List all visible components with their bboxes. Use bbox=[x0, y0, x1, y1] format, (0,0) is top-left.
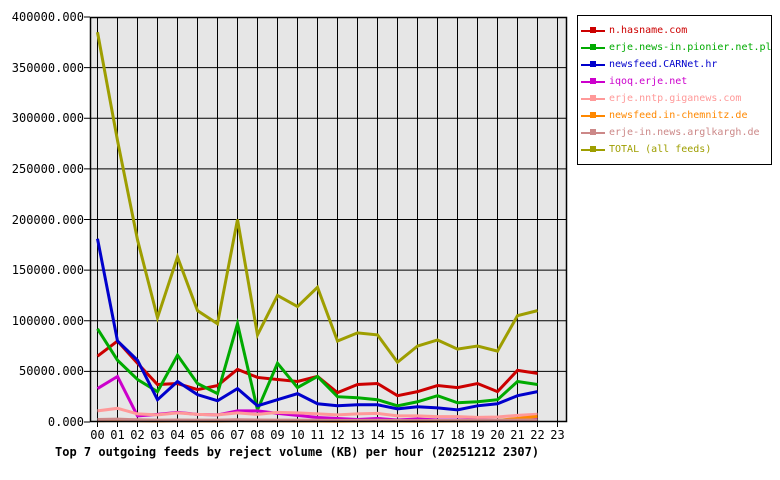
series-line-7 bbox=[96, 31, 538, 365]
legend-line-sample-icon bbox=[581, 73, 605, 90]
legend-point-marker-icon bbox=[590, 61, 596, 67]
x-axis-tick-label: 23 bbox=[550, 428, 565, 442]
x-axis-tick-label: 17 bbox=[430, 428, 445, 442]
gridlines bbox=[90, 17, 567, 422]
x-axis-tick-label: 05 bbox=[190, 428, 205, 442]
legend-line-sample-icon bbox=[581, 90, 605, 107]
x-axis-tick-label: 13 bbox=[350, 428, 365, 442]
x-axis-tick-label: 06 bbox=[210, 428, 225, 442]
series-line-2 bbox=[96, 238, 538, 412]
y-axis-tick-label: 350000.000 bbox=[11, 60, 84, 75]
legend-line-sample-icon bbox=[581, 107, 605, 124]
x-axis-tick-label: 12 bbox=[330, 428, 345, 442]
legend-item: erje-in.news.arglkargh.de bbox=[581, 124, 768, 141]
legend-label: newsfeed.in-chemnitz.de bbox=[609, 110, 748, 121]
legend-item: newsfeed.CARNet.hr bbox=[581, 56, 768, 73]
legend-item: newsfeed.in-chemnitz.de bbox=[581, 107, 768, 124]
axis-ticks bbox=[84, 16, 558, 427]
x-axis-tick-label: 19 bbox=[470, 428, 485, 442]
x-axis-tick-label: 11 bbox=[310, 428, 325, 442]
legend-line-sample-icon bbox=[581, 124, 605, 141]
plot-frame bbox=[89, 16, 568, 423]
x-axis-tick-label: 00 bbox=[90, 428, 105, 442]
y-axis-tick-label: 100000.000 bbox=[11, 313, 84, 328]
y-axis-tick-label: 250000.000 bbox=[11, 161, 84, 176]
x-axis-tick-label: 22 bbox=[530, 428, 545, 442]
series-line-1 bbox=[96, 317, 538, 415]
x-axis-tick-label: 16 bbox=[410, 428, 425, 442]
legend-label: newsfeed.CARNet.hr bbox=[609, 59, 718, 70]
y-axis-tick-label: 50000.000 bbox=[18, 364, 84, 379]
legend-point-marker-icon bbox=[590, 112, 596, 118]
legend-point-marker-icon bbox=[590, 44, 596, 50]
legend-label: erje.news-in.pionier.net.pl bbox=[609, 42, 772, 53]
legend-item: erje.news-in.pionier.net.pl bbox=[581, 39, 772, 56]
legend-line-sample-icon bbox=[581, 39, 605, 56]
chart-title: Top 7 outgoing feeds by reject volume (K… bbox=[55, 445, 540, 459]
x-axis-tick-label: 03 bbox=[150, 428, 165, 442]
y-axis-tick-label: 400000.000 bbox=[11, 10, 84, 24]
legend-label: erje.nntp.giganews.com bbox=[609, 93, 742, 104]
legend-label: iqoq.erje.net bbox=[609, 76, 688, 87]
y-axis-tick-label: 0.000 bbox=[47, 415, 84, 429]
x-axis-tick-label: 08 bbox=[250, 428, 265, 442]
series-line-6 bbox=[97, 417, 538, 423]
legend-line-sample-icon bbox=[581, 56, 605, 73]
x-axis-tick-label: 10 bbox=[290, 428, 305, 442]
y-axis-tick-label: 200000.000 bbox=[11, 212, 84, 227]
x-axis-tick-label: 21 bbox=[510, 428, 525, 442]
x-axis-tick-label: 15 bbox=[390, 428, 405, 442]
plot-area bbox=[84, 16, 568, 427]
legend-point-marker-icon bbox=[590, 146, 596, 152]
legend-label: TOTAL (all feeds) bbox=[609, 144, 712, 155]
x-axis-tick-label: 01 bbox=[110, 428, 125, 442]
x-axis-tick-label: 18 bbox=[450, 428, 465, 442]
legend-label: n.hasname.com bbox=[609, 25, 688, 36]
x-axis-tick-label: 20 bbox=[490, 428, 505, 442]
legend-item: iqoq.erje.net bbox=[581, 73, 768, 90]
series-line-4 bbox=[97, 406, 538, 419]
legend: n.hasname.com erje.news-in.pionier.net.pl… bbox=[577, 15, 772, 165]
y-axis-tick-label: 150000.000 bbox=[11, 263, 84, 278]
x-axis-tick-label: 02 bbox=[130, 428, 145, 442]
x-axis-tick-label: 14 bbox=[370, 428, 385, 442]
legend-point-marker-icon bbox=[590, 129, 596, 135]
legend-point-marker-icon bbox=[590, 27, 596, 33]
plot-canvas bbox=[84, 16, 568, 427]
legend-point-marker-icon bbox=[590, 95, 596, 101]
legend-label: erje-in.news.arglkargh.de bbox=[609, 127, 760, 138]
y-axis-tick-label: 300000.000 bbox=[11, 111, 84, 126]
legend-line-sample-icon bbox=[581, 141, 605, 158]
legend-item: TOTAL (all feeds) bbox=[581, 141, 768, 158]
legend-item: n.hasname.com bbox=[581, 22, 768, 39]
x-axis-tick-label: 09 bbox=[270, 428, 285, 442]
legend-point-marker-icon bbox=[590, 78, 596, 84]
x-axis-tick-label: 07 bbox=[230, 428, 245, 442]
legend-item: erje.nntp.giganews.com bbox=[581, 90, 768, 107]
legend-line-sample-icon bbox=[581, 22, 605, 39]
x-axis-tick-label: 04 bbox=[170, 428, 185, 442]
